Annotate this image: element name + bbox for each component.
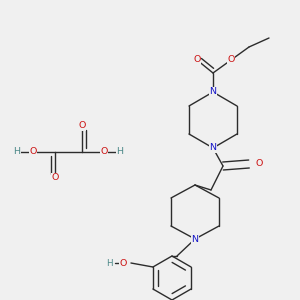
Text: O: O <box>100 148 108 157</box>
Text: O: O <box>51 173 59 182</box>
Text: O: O <box>193 56 201 64</box>
Text: O: O <box>227 56 235 64</box>
Text: H: H <box>116 148 124 157</box>
Text: O: O <box>255 160 263 169</box>
Text: H: H <box>106 259 112 268</box>
Text: N: N <box>209 143 217 152</box>
Text: N: N <box>191 235 199 244</box>
Text: O: O <box>119 259 127 268</box>
Text: O: O <box>78 122 86 130</box>
Text: N: N <box>209 88 217 97</box>
Text: H: H <box>14 148 20 157</box>
Text: O: O <box>29 148 37 157</box>
